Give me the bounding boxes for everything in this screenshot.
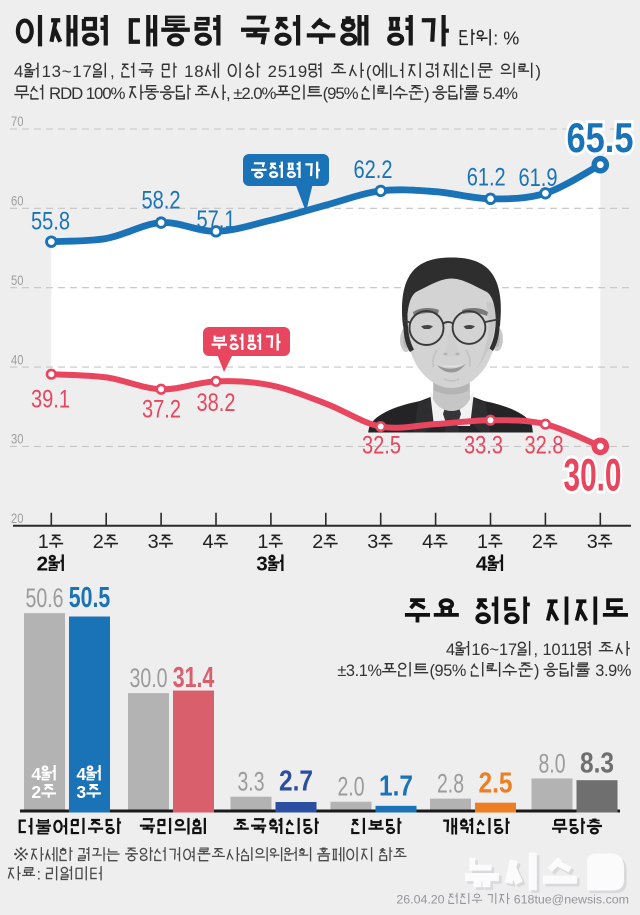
svg-text:2519: 2519 <box>262 62 308 81</box>
svg-text:(: ( <box>366 62 372 81</box>
svg-text:4: 4 <box>422 531 433 553</box>
svg-text:2.0: 2.0 <box>338 772 365 802</box>
svg-text:16~17: 16~17 <box>471 641 517 659</box>
svg-text:3: 3 <box>367 531 378 553</box>
svg-text:1: 1 <box>38 531 49 553</box>
svg-text:3.3: 3.3 <box>238 767 265 797</box>
svg-text:2.8: 2.8 <box>437 768 464 798</box>
svg-text:2: 2 <box>37 553 49 576</box>
svg-text:4: 4 <box>476 553 488 576</box>
svg-text:): ) <box>424 84 432 103</box>
svg-text:3: 3 <box>76 782 86 802</box>
svg-text:38.2: 38.2 <box>197 389 236 417</box>
svg-text:70: 70 <box>11 114 24 129</box>
svg-text:8.3: 8.3 <box>580 747 614 779</box>
svg-text:4: 4 <box>14 62 24 81</box>
svg-text:618tue@newsis.com: 618tue@newsis.com <box>510 893 629 907</box>
svg-text:33.3: 33.3 <box>464 432 503 460</box>
svg-text:4: 4 <box>31 764 41 784</box>
svg-text:3: 3 <box>256 553 268 576</box>
svg-text:,: , <box>110 62 121 81</box>
svg-text:30: 30 <box>11 432 24 447</box>
svg-text:50.6: 50.6 <box>26 583 64 613</box>
svg-text:1: 1 <box>477 531 488 553</box>
svg-text:(95%: (95% <box>323 84 362 103</box>
svg-text:20: 20 <box>11 511 24 526</box>
svg-text:4: 4 <box>446 641 455 659</box>
svg-text:): ) <box>535 62 541 81</box>
svg-text:40: 40 <box>11 352 24 367</box>
svg-text:32.8: 32.8 <box>525 432 564 460</box>
svg-text:30.0: 30.0 <box>564 450 622 501</box>
svg-text:62.2: 62.2 <box>354 156 393 184</box>
svg-text:±3.1%: ±3.1% <box>337 662 381 680</box>
svg-text::: : <box>37 867 46 884</box>
svg-text:58.2: 58.2 <box>142 187 181 215</box>
svg-text:13~17: 13~17 <box>42 62 93 81</box>
svg-text:1: 1 <box>257 531 268 553</box>
svg-text:8.0: 8.0 <box>539 748 566 778</box>
svg-text:1.7: 1.7 <box>379 771 413 803</box>
svg-text:61.9: 61.9 <box>519 164 558 192</box>
svg-text:60: 60 <box>11 194 24 209</box>
svg-text:2: 2 <box>31 782 41 802</box>
svg-text:2: 2 <box>312 531 323 553</box>
svg-text:65.5: 65.5 <box>567 114 634 161</box>
svg-text:30.0: 30.0 <box>130 663 168 693</box>
svg-text:57.1: 57.1 <box>197 206 236 234</box>
svg-text:4: 4 <box>76 764 86 784</box>
svg-text:5.4%: 5.4% <box>479 84 518 103</box>
svg-text:4: 4 <box>203 531 214 553</box>
svg-text:(95%: (95% <box>429 662 470 680</box>
svg-text:3: 3 <box>148 531 159 553</box>
svg-text:2.5: 2.5 <box>479 767 513 799</box>
svg-text:3: 3 <box>587 531 598 553</box>
svg-text:61.2: 61.2 <box>467 164 506 192</box>
svg-text:18: 18 <box>179 62 205 81</box>
svg-text:39.1: 39.1 <box>31 386 70 414</box>
svg-text:2: 2 <box>532 531 543 553</box>
svg-text:55.8: 55.8 <box>31 208 70 236</box>
svg-text:32.5: 32.5 <box>362 432 401 460</box>
svg-text:, 1011: , 1011 <box>533 641 577 659</box>
svg-text:, ±2.0%: , ±2.0% <box>226 84 276 103</box>
svg-text:2.7: 2.7 <box>279 766 313 798</box>
svg-text:50.5: 50.5 <box>69 582 111 614</box>
svg-text:37.2: 37.2 <box>142 396 181 424</box>
svg-text:50: 50 <box>11 273 24 288</box>
svg-text:RDD 100%: RDD 100% <box>45 84 128 103</box>
svg-text:26.04.20: 26.04.20 <box>396 893 448 907</box>
svg-text:31.4: 31.4 <box>173 662 215 694</box>
svg-text:3.9%: 3.9% <box>591 662 631 680</box>
svg-text:): ) <box>534 662 543 680</box>
svg-text:2: 2 <box>93 531 104 553</box>
svg-text:: %: : % <box>493 29 519 49</box>
